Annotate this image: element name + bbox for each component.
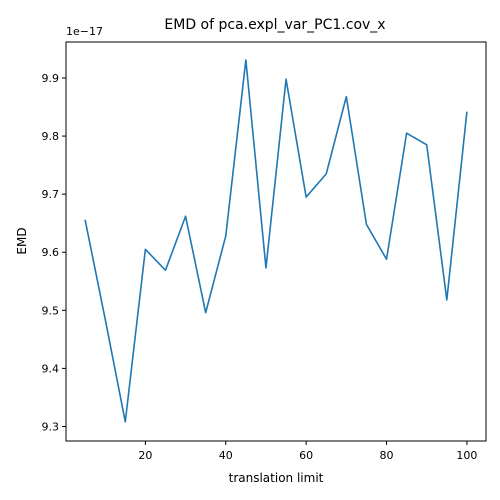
y-axis-label: EMD — [15, 227, 29, 254]
y-tick-label: 9.3 — [42, 420, 60, 433]
y-tick-label: 9.8 — [42, 130, 60, 143]
y-offset-label: 1e−17 — [66, 25, 103, 38]
x-tick-label: 100 — [456, 449, 477, 462]
x-tick-label: 60 — [299, 449, 313, 462]
series-line — [84, 59, 468, 423]
y-axis-ticks: 9.3 9.4 9.5 9.6 9.7 9.8 9.9 — [42, 72, 66, 433]
data-series — [84, 59, 468, 423]
x-axis-label: translation limit — [229, 471, 324, 485]
y-tick-label: 9.6 — [42, 246, 60, 259]
chart-title: EMD of pca.expl_var_PC1.cov_x — [164, 17, 385, 33]
y-tick-label: 9.5 — [42, 304, 60, 317]
x-tick-label: 20 — [138, 449, 152, 462]
plot-frame — [65, 41, 487, 442]
y-tick-label: 9.9 — [42, 72, 60, 85]
x-tick-label: 80 — [380, 449, 394, 462]
y-tick-label: 9.4 — [42, 362, 60, 375]
x-tick-label: 40 — [219, 449, 233, 462]
y-tick-label: 9.7 — [42, 188, 60, 201]
x-axis-ticks: 20 40 60 80 100 — [138, 441, 477, 462]
